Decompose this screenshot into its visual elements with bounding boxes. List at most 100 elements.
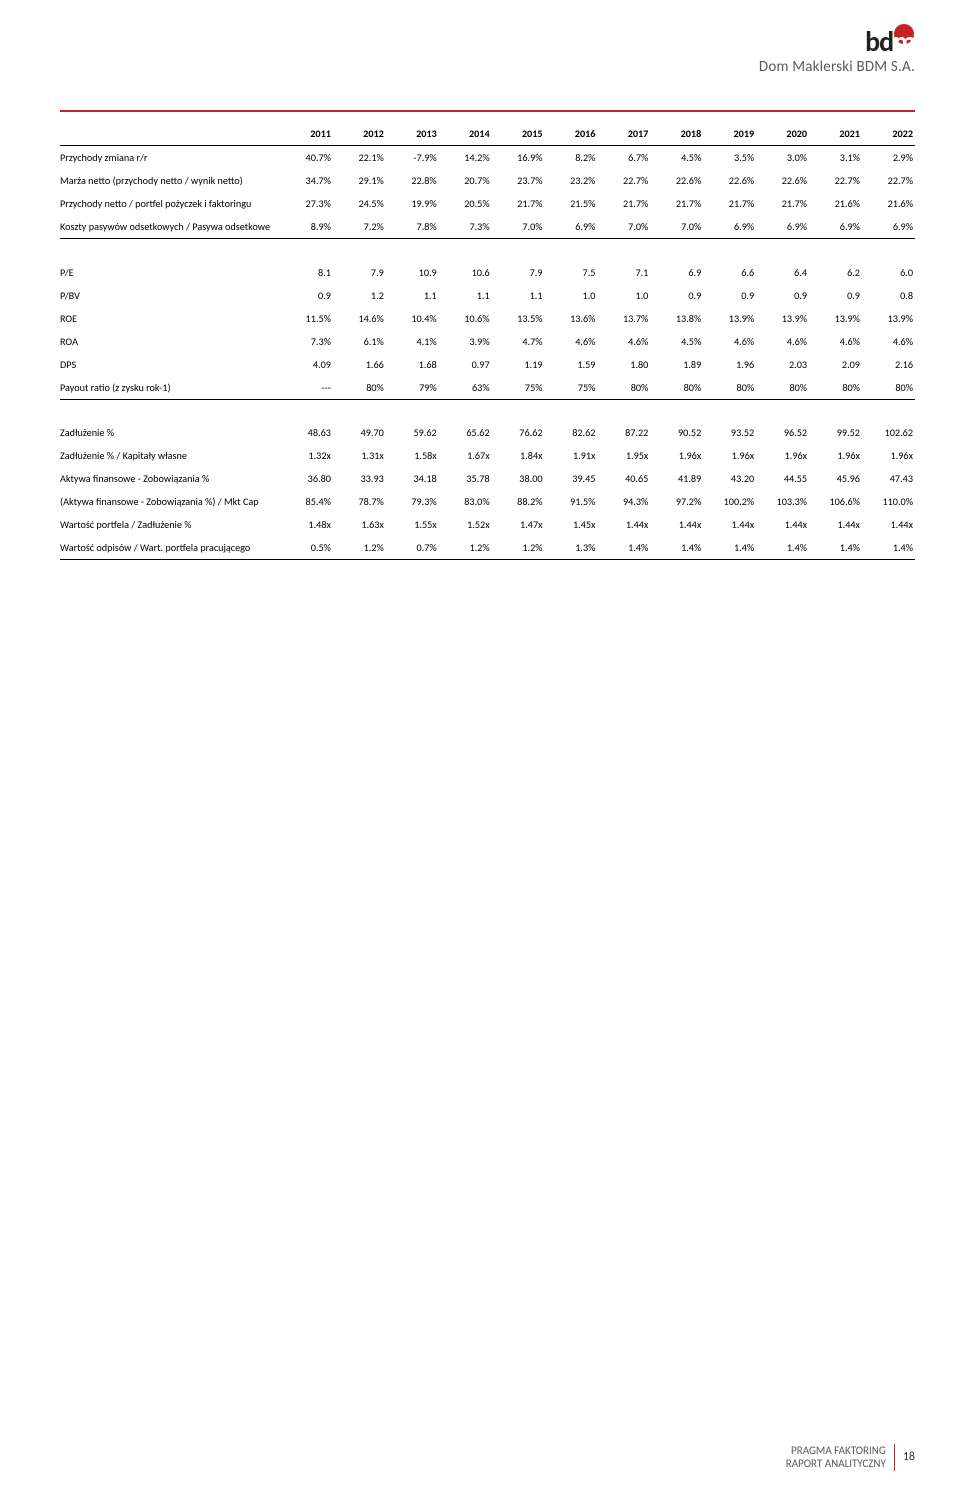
- row-value: 1.4%: [862, 536, 915, 560]
- row-value: 48.63: [280, 421, 333, 444]
- footer-line2: RAPORT ANALITYCZNY: [786, 1457, 886, 1471]
- row-value: 1.4%: [809, 536, 862, 560]
- row-value: 21.6%: [809, 192, 862, 215]
- row-value: 2.09: [809, 353, 862, 376]
- row-label: Koszty pasywów odsetkowych / Pasywa odse…: [60, 215, 280, 239]
- row-value: 1.2%: [333, 536, 386, 560]
- row-value: 49.70: [333, 421, 386, 444]
- row-value: 34.18: [386, 467, 439, 490]
- row-value: 79.3%: [386, 490, 439, 513]
- row-value: 80%: [862, 376, 915, 400]
- row-value: 1.68: [386, 353, 439, 376]
- row-value: 0.8: [862, 284, 915, 307]
- row-value: 6.6: [703, 261, 756, 284]
- row-value: 3.1%: [809, 146, 862, 170]
- row-value: 6.9%: [862, 215, 915, 239]
- row-value: 22.7%: [809, 169, 862, 192]
- row-value: 1.1: [492, 284, 545, 307]
- logo-text-m: m: [893, 28, 915, 56]
- year-header: 2022: [862, 122, 915, 146]
- table-row: (Aktywa finansowe - Zobowiązania %) / Mk…: [60, 490, 915, 513]
- row-label: (Aktywa finansowe - Zobowiązania %) / Mk…: [60, 490, 280, 513]
- row-value: 1.4%: [650, 536, 703, 560]
- row-value: 80%: [333, 376, 386, 400]
- row-value: 13.6%: [545, 307, 598, 330]
- row-value: 6.9%: [545, 215, 598, 239]
- logo-subtitle: Dom Maklerski BDM S.A.: [759, 58, 915, 76]
- row-value: 85.4%: [280, 490, 333, 513]
- row-value: 7.0%: [650, 215, 703, 239]
- year-header: 2014: [439, 122, 492, 146]
- row-value: 21.7%: [597, 192, 650, 215]
- year-header: 2013: [386, 122, 439, 146]
- row-value: 2.16: [862, 353, 915, 376]
- row-value: 87.22: [597, 421, 650, 444]
- row-value: 1.96: [703, 353, 756, 376]
- row-value: 6.0: [862, 261, 915, 284]
- row-value: 1.44x: [703, 513, 756, 536]
- table-row: Przychody zmiana r/r40.7%22.1%-7.9%14.2%…: [60, 146, 915, 170]
- row-value: 6.4: [756, 261, 809, 284]
- row-value: 4.6%: [703, 330, 756, 353]
- row-value: 13.9%: [862, 307, 915, 330]
- row-value: 10.6: [439, 261, 492, 284]
- row-value: 0.5%: [280, 536, 333, 560]
- row-value: 7.1: [597, 261, 650, 284]
- row-value: 7.0%: [597, 215, 650, 239]
- row-value: 6.7%: [597, 146, 650, 170]
- row-value: 10.9: [386, 261, 439, 284]
- section-spacer: [60, 399, 915, 421]
- row-label: Marża netto (przychody netto / wynik net…: [60, 169, 280, 192]
- row-value: 22.6%: [650, 169, 703, 192]
- row-value: 8.1: [280, 261, 333, 284]
- row-value: 1.96x: [650, 444, 703, 467]
- row-value: 40.7%: [280, 146, 333, 170]
- row-value: 0.9: [703, 284, 756, 307]
- year-header: 2019: [703, 122, 756, 146]
- row-value: 1.96x: [809, 444, 862, 467]
- year-header: 2018: [650, 122, 703, 146]
- row-value: 0.9: [756, 284, 809, 307]
- footer-line1: PRAGMA FAKTORING: [786, 1444, 886, 1458]
- row-value: 4.6%: [597, 330, 650, 353]
- row-value: 1.96x: [703, 444, 756, 467]
- row-value: 22.6%: [756, 169, 809, 192]
- year-header: 2015: [492, 122, 545, 146]
- row-value: 1.4%: [597, 536, 650, 560]
- row-value: 8.9%: [280, 215, 333, 239]
- row-value: 1.80: [597, 353, 650, 376]
- row-value: 80%: [756, 376, 809, 400]
- row-value: 1.44x: [809, 513, 862, 536]
- table-row: ROA7.3%6.1%4.1%3.9%4.7%4.6%4.6%4.5%4.6%4…: [60, 330, 915, 353]
- table-row: Aktywa finansowe - Zobowiązania %36.8033…: [60, 467, 915, 490]
- table-row: Wartość odpisów / Wart. portfela pracują…: [60, 536, 915, 560]
- row-value: 7.2%: [333, 215, 386, 239]
- row-value: 10.4%: [386, 307, 439, 330]
- table-row: Zadłużenie %48.6349.7059.6265.6276.6282.…: [60, 421, 915, 444]
- row-value: 7.3%: [439, 215, 492, 239]
- year-header: 2016: [545, 122, 598, 146]
- row-value: 13.9%: [703, 307, 756, 330]
- row-value: 82.62: [545, 421, 598, 444]
- row-value: 4.6%: [862, 330, 915, 353]
- row-value: 4.6%: [545, 330, 598, 353]
- row-value: 36.80: [280, 467, 333, 490]
- row-value: 38.00: [492, 467, 545, 490]
- row-value: 96.52: [756, 421, 809, 444]
- row-value: 4.5%: [650, 330, 703, 353]
- row-value: 4.6%: [809, 330, 862, 353]
- row-value: -7.9%: [386, 146, 439, 170]
- row-value: 2.9%: [862, 146, 915, 170]
- row-value: 1.91x: [545, 444, 598, 467]
- row-value: 7.3%: [280, 330, 333, 353]
- row-value: 1.55x: [386, 513, 439, 536]
- row-value: 1.44x: [597, 513, 650, 536]
- row-value: 16.9%: [492, 146, 545, 170]
- section-spacer: [60, 239, 915, 261]
- row-label: Przychody zmiana r/r: [60, 146, 280, 170]
- row-value: 23.7%: [492, 169, 545, 192]
- row-value: 13.7%: [597, 307, 650, 330]
- row-label: Zadłużenie %: [60, 421, 280, 444]
- row-value: 1.31x: [333, 444, 386, 467]
- row-value: 0.9: [650, 284, 703, 307]
